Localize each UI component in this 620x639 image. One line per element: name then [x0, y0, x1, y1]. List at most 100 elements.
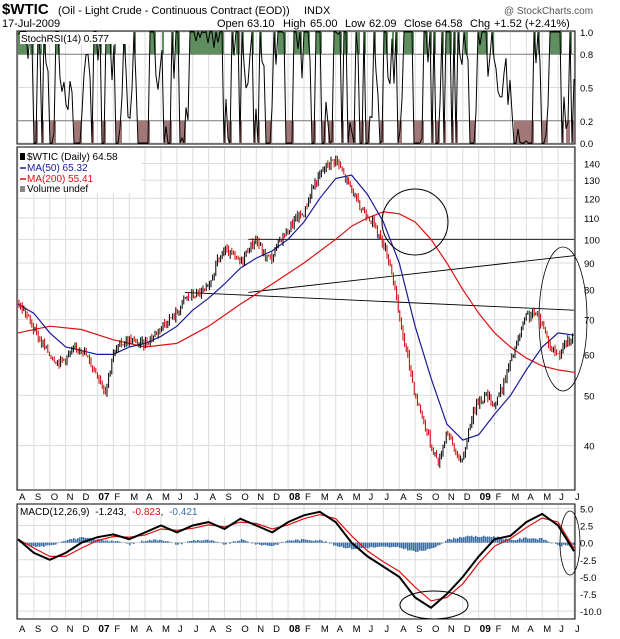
trendline — [184, 291, 575, 311]
macd-hist-bar — [245, 540, 247, 543]
macd-hist-bar — [545, 539, 547, 543]
macd-hist-bar — [373, 542, 375, 548]
macd-hist-bar — [447, 538, 449, 543]
stochrsi-overbought-fill — [550, 32, 552, 55]
macd-hist-bar — [61, 541, 63, 543]
macd-hist-bar — [563, 542, 565, 545]
macd-hist-bar — [75, 539, 77, 543]
macd-hist-bar — [305, 539, 307, 543]
x-axis-label: N — [448, 624, 455, 635]
macd-tick-label: 5.0 — [580, 504, 593, 515]
stochrsi-oversold-fill — [528, 120, 530, 143]
stochrsi-oversold-fill — [330, 120, 332, 143]
macd-hist-bar — [331, 542, 333, 544]
macd-hist-bar — [319, 539, 321, 543]
macd-hist-bar — [133, 542, 135, 544]
stochrsi-oversold-fill — [120, 120, 122, 143]
stochrsi-overbought-fill — [196, 32, 198, 55]
close-label: Close — [404, 18, 432, 30]
macd-hist-bar — [99, 539, 101, 543]
stochrsi-oversold-fill — [436, 120, 438, 143]
open-value: 63.10 — [247, 18, 275, 30]
macd-hist-bar — [187, 541, 189, 543]
macd-hist-bar — [499, 537, 501, 543]
stochrsi-overbought-fill — [424, 32, 426, 55]
macd-hist-bar — [237, 540, 239, 543]
macd-hist-bar — [403, 542, 405, 550]
stochrsi-overbought-fill — [220, 32, 222, 55]
macd-hist-bar — [83, 537, 85, 543]
macd-hist-bar — [129, 542, 131, 546]
macd-hist-bar — [475, 535, 477, 543]
x-axis-label: N — [257, 492, 264, 503]
macd-hist-bar — [429, 542, 431, 549]
macd-hist-bar — [437, 542, 439, 546]
x-axis-label: A — [19, 492, 26, 503]
macd-hist-bar — [335, 542, 337, 546]
macd-hist-bar — [281, 541, 283, 543]
macd-hist-bar — [433, 542, 435, 548]
x-axis-label: M — [543, 624, 551, 635]
macd-hist-bar — [277, 542, 279, 545]
macd-hist-bar — [191, 541, 193, 543]
stochrsi-overbought-fill — [278, 32, 280, 55]
macd-hist-bar — [29, 542, 31, 547]
stochrsi-oversold-fill — [92, 120, 94, 143]
macd-hist-bar — [125, 542, 127, 544]
macd-hist-bar — [529, 538, 531, 543]
stochrsi-oversold-fill — [182, 120, 184, 143]
macd-hist-bar — [471, 535, 473, 543]
macd-hist-bar — [487, 536, 489, 543]
macd-legend-sep2: , — [161, 507, 164, 518]
x-axis-label: F — [496, 492, 502, 503]
macd-legend-bg — [19, 505, 251, 517]
stochrsi-overbought-fill — [280, 32, 282, 55]
macd-hist-bar — [485, 536, 487, 543]
macd-hist-bar — [401, 542, 403, 549]
stochrsi-overbought-fill — [206, 32, 208, 55]
x-axis-label: D — [464, 624, 471, 635]
macd-legend: MACD(12,26,9) -1.243, -0.823, -0.421 — [20, 507, 198, 518]
macd-hist-bar — [49, 542, 51, 546]
macd-hist-bar — [323, 542, 325, 543]
macd-hist-bar — [193, 540, 195, 543]
stochrsi-oversold-fill — [360, 120, 362, 143]
stochrsi-oversold-fill — [104, 120, 106, 143]
low-value: 62.09 — [369, 18, 397, 30]
macd-hist-bar — [149, 539, 151, 543]
macd-hist-bar — [279, 542, 281, 544]
x-axis-label: S — [35, 492, 41, 503]
macd-hist-bar — [111, 540, 113, 543]
stochrsi-oversold-fill — [530, 120, 532, 143]
macd-tick-label: -5.0 — [580, 573, 596, 584]
stochrsi-oversold-fill — [382, 120, 384, 143]
macd-hist-bar — [141, 540, 143, 543]
macd-hist-bar — [267, 542, 269, 546]
x-axis-label: D — [273, 624, 280, 635]
macd-tick-label: 0.0 — [580, 539, 593, 550]
exchange-label: INDX — [304, 5, 331, 17]
x-axis-label: A — [400, 492, 407, 503]
x-axis-label: S — [35, 624, 41, 635]
stochrsi-oversold-fill — [456, 120, 458, 143]
macd-hist-bar — [287, 540, 289, 543]
macd-hist-bar — [333, 542, 335, 546]
symbol-description: (Oil - Light Crude - Continuous Contract… — [58, 5, 290, 17]
macd-hist-bar — [395, 542, 397, 548]
stochrsi-overbought-fill — [18, 32, 20, 55]
macd-hist-bar — [207, 539, 209, 543]
stochrsi-overbought-fill — [344, 32, 346, 55]
x-axis-label: A — [337, 624, 344, 635]
macd-hist-bar — [477, 536, 479, 543]
price-panel: 140 130 120 110 100 90 80 70 60 50 40 $WTIC (Daily… — [16, 146, 600, 491]
x-axis-label: M — [130, 624, 138, 635]
macd-hist-bar — [27, 542, 29, 545]
stochrsi-oversold-fill — [470, 120, 472, 143]
macd-hist-bar — [367, 542, 369, 549]
macd-hist-bar — [255, 542, 257, 545]
stochrsi-oversold-fill — [520, 120, 522, 143]
stochrsi-oversold-fill — [168, 120, 170, 143]
macd-hist-bar — [257, 542, 259, 544]
legend-volume: Volume undef — [27, 184, 88, 195]
macd-hist-bar — [269, 542, 271, 546]
